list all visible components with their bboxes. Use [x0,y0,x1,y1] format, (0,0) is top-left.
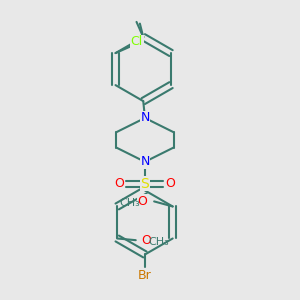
Text: N: N [140,112,150,124]
Text: Br: Br [138,269,152,282]
Text: O: O [137,195,147,208]
Text: CH₃: CH₃ [119,198,140,208]
Text: S: S [141,177,149,191]
Text: O: O [165,177,175,190]
Text: O: O [115,177,124,190]
Text: CH₃: CH₃ [148,237,169,247]
Text: Cl: Cl [130,35,143,49]
Text: N: N [140,155,150,168]
Text: O: O [142,234,152,247]
